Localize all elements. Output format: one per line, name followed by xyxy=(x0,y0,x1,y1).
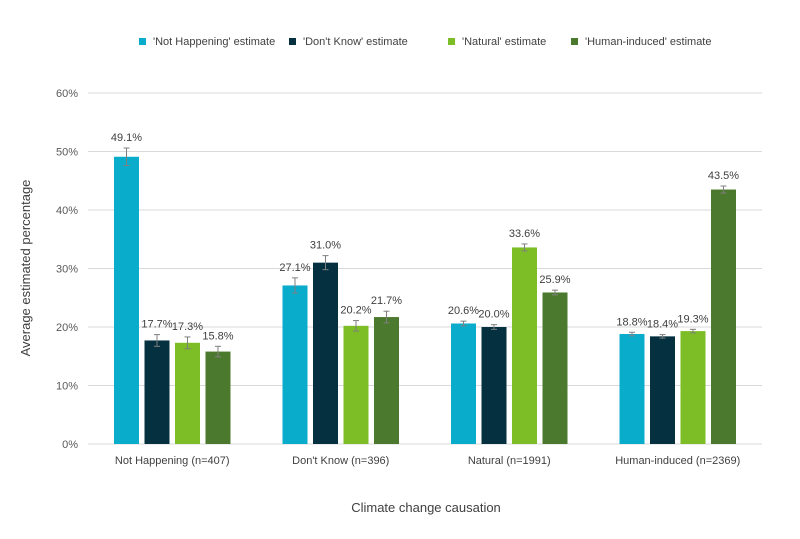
y-tick-label: 10% xyxy=(56,381,78,393)
data-label: 20.0% xyxy=(478,309,509,321)
bar xyxy=(451,323,476,444)
data-label: 49.1% xyxy=(111,132,142,144)
data-label: 17.3% xyxy=(172,321,203,333)
bar xyxy=(144,340,170,444)
legend-label: 'Natural' estimate xyxy=(462,36,546,48)
bar xyxy=(175,342,200,444)
bar xyxy=(205,351,231,444)
x-category-label: Natural (n=1991) xyxy=(468,455,551,467)
data-label: 27.1% xyxy=(279,262,310,274)
bars xyxy=(114,156,736,444)
bar xyxy=(374,317,399,444)
legend-swatch xyxy=(289,38,296,45)
data-label: 18.8% xyxy=(616,316,647,328)
legend-swatch xyxy=(571,38,578,45)
y-tick-label: 40% xyxy=(56,205,78,217)
y-axis-ticks: 0% 10% 20% 30% 40% 50% 60% xyxy=(56,88,78,451)
y-tick-label: 20% xyxy=(56,322,78,334)
legend-label: 'Not Happening' estimate xyxy=(153,36,275,48)
data-label: 20.6% xyxy=(448,305,479,317)
x-category-label: Not Happening (n=407) xyxy=(115,455,230,467)
data-label: 20.2% xyxy=(340,305,371,317)
legend-label: 'Human-induced' estimate xyxy=(585,36,711,48)
legend-swatch xyxy=(448,38,455,45)
bar xyxy=(313,262,338,444)
y-axis-title: Average estimated percentage xyxy=(18,180,33,357)
bar xyxy=(619,334,645,444)
data-label: 31.0% xyxy=(310,240,341,252)
x-category-label: Human-induced (n=2369) xyxy=(615,455,740,467)
bar xyxy=(512,247,537,444)
bar xyxy=(542,292,568,444)
data-label: 15.8% xyxy=(202,330,233,342)
x-axis-title: Climate change causation xyxy=(351,500,501,515)
bar xyxy=(680,331,706,444)
x-category-label: Don't Know (n=396) xyxy=(292,455,389,467)
data-label: 33.6% xyxy=(509,228,540,240)
data-label: 19.3% xyxy=(677,313,708,325)
data-label: 18.4% xyxy=(647,319,678,331)
bar xyxy=(343,325,369,444)
bar xyxy=(650,336,675,444)
bar xyxy=(282,285,308,444)
y-tick-label: 30% xyxy=(56,264,78,276)
data-label: 43.5% xyxy=(708,170,739,182)
legend-swatch xyxy=(139,38,146,45)
legend: 'Not Happening' estimate 'Don't Know' est… xyxy=(139,36,711,48)
gridlines xyxy=(88,92,762,445)
bar xyxy=(114,156,139,444)
data-label: 17.7% xyxy=(141,319,172,331)
y-tick-label: 60% xyxy=(56,88,78,100)
legend-label: 'Don't Know' estimate xyxy=(303,36,408,48)
bar xyxy=(481,327,507,444)
x-axis-categories: Not Happening (n=407) Don't Know (n=396) N… xyxy=(115,455,740,467)
bar xyxy=(711,189,736,444)
error-bars xyxy=(123,147,727,358)
y-tick-label: 50% xyxy=(56,147,78,159)
y-tick-label: 0% xyxy=(62,439,78,451)
data-label: 21.7% xyxy=(371,295,402,307)
data-labels: 49.1% 17.7% 17.3%15.8% 27.1%31.0% 20.2%21.7%… xyxy=(111,132,739,342)
data-label: 25.9% xyxy=(539,274,570,286)
